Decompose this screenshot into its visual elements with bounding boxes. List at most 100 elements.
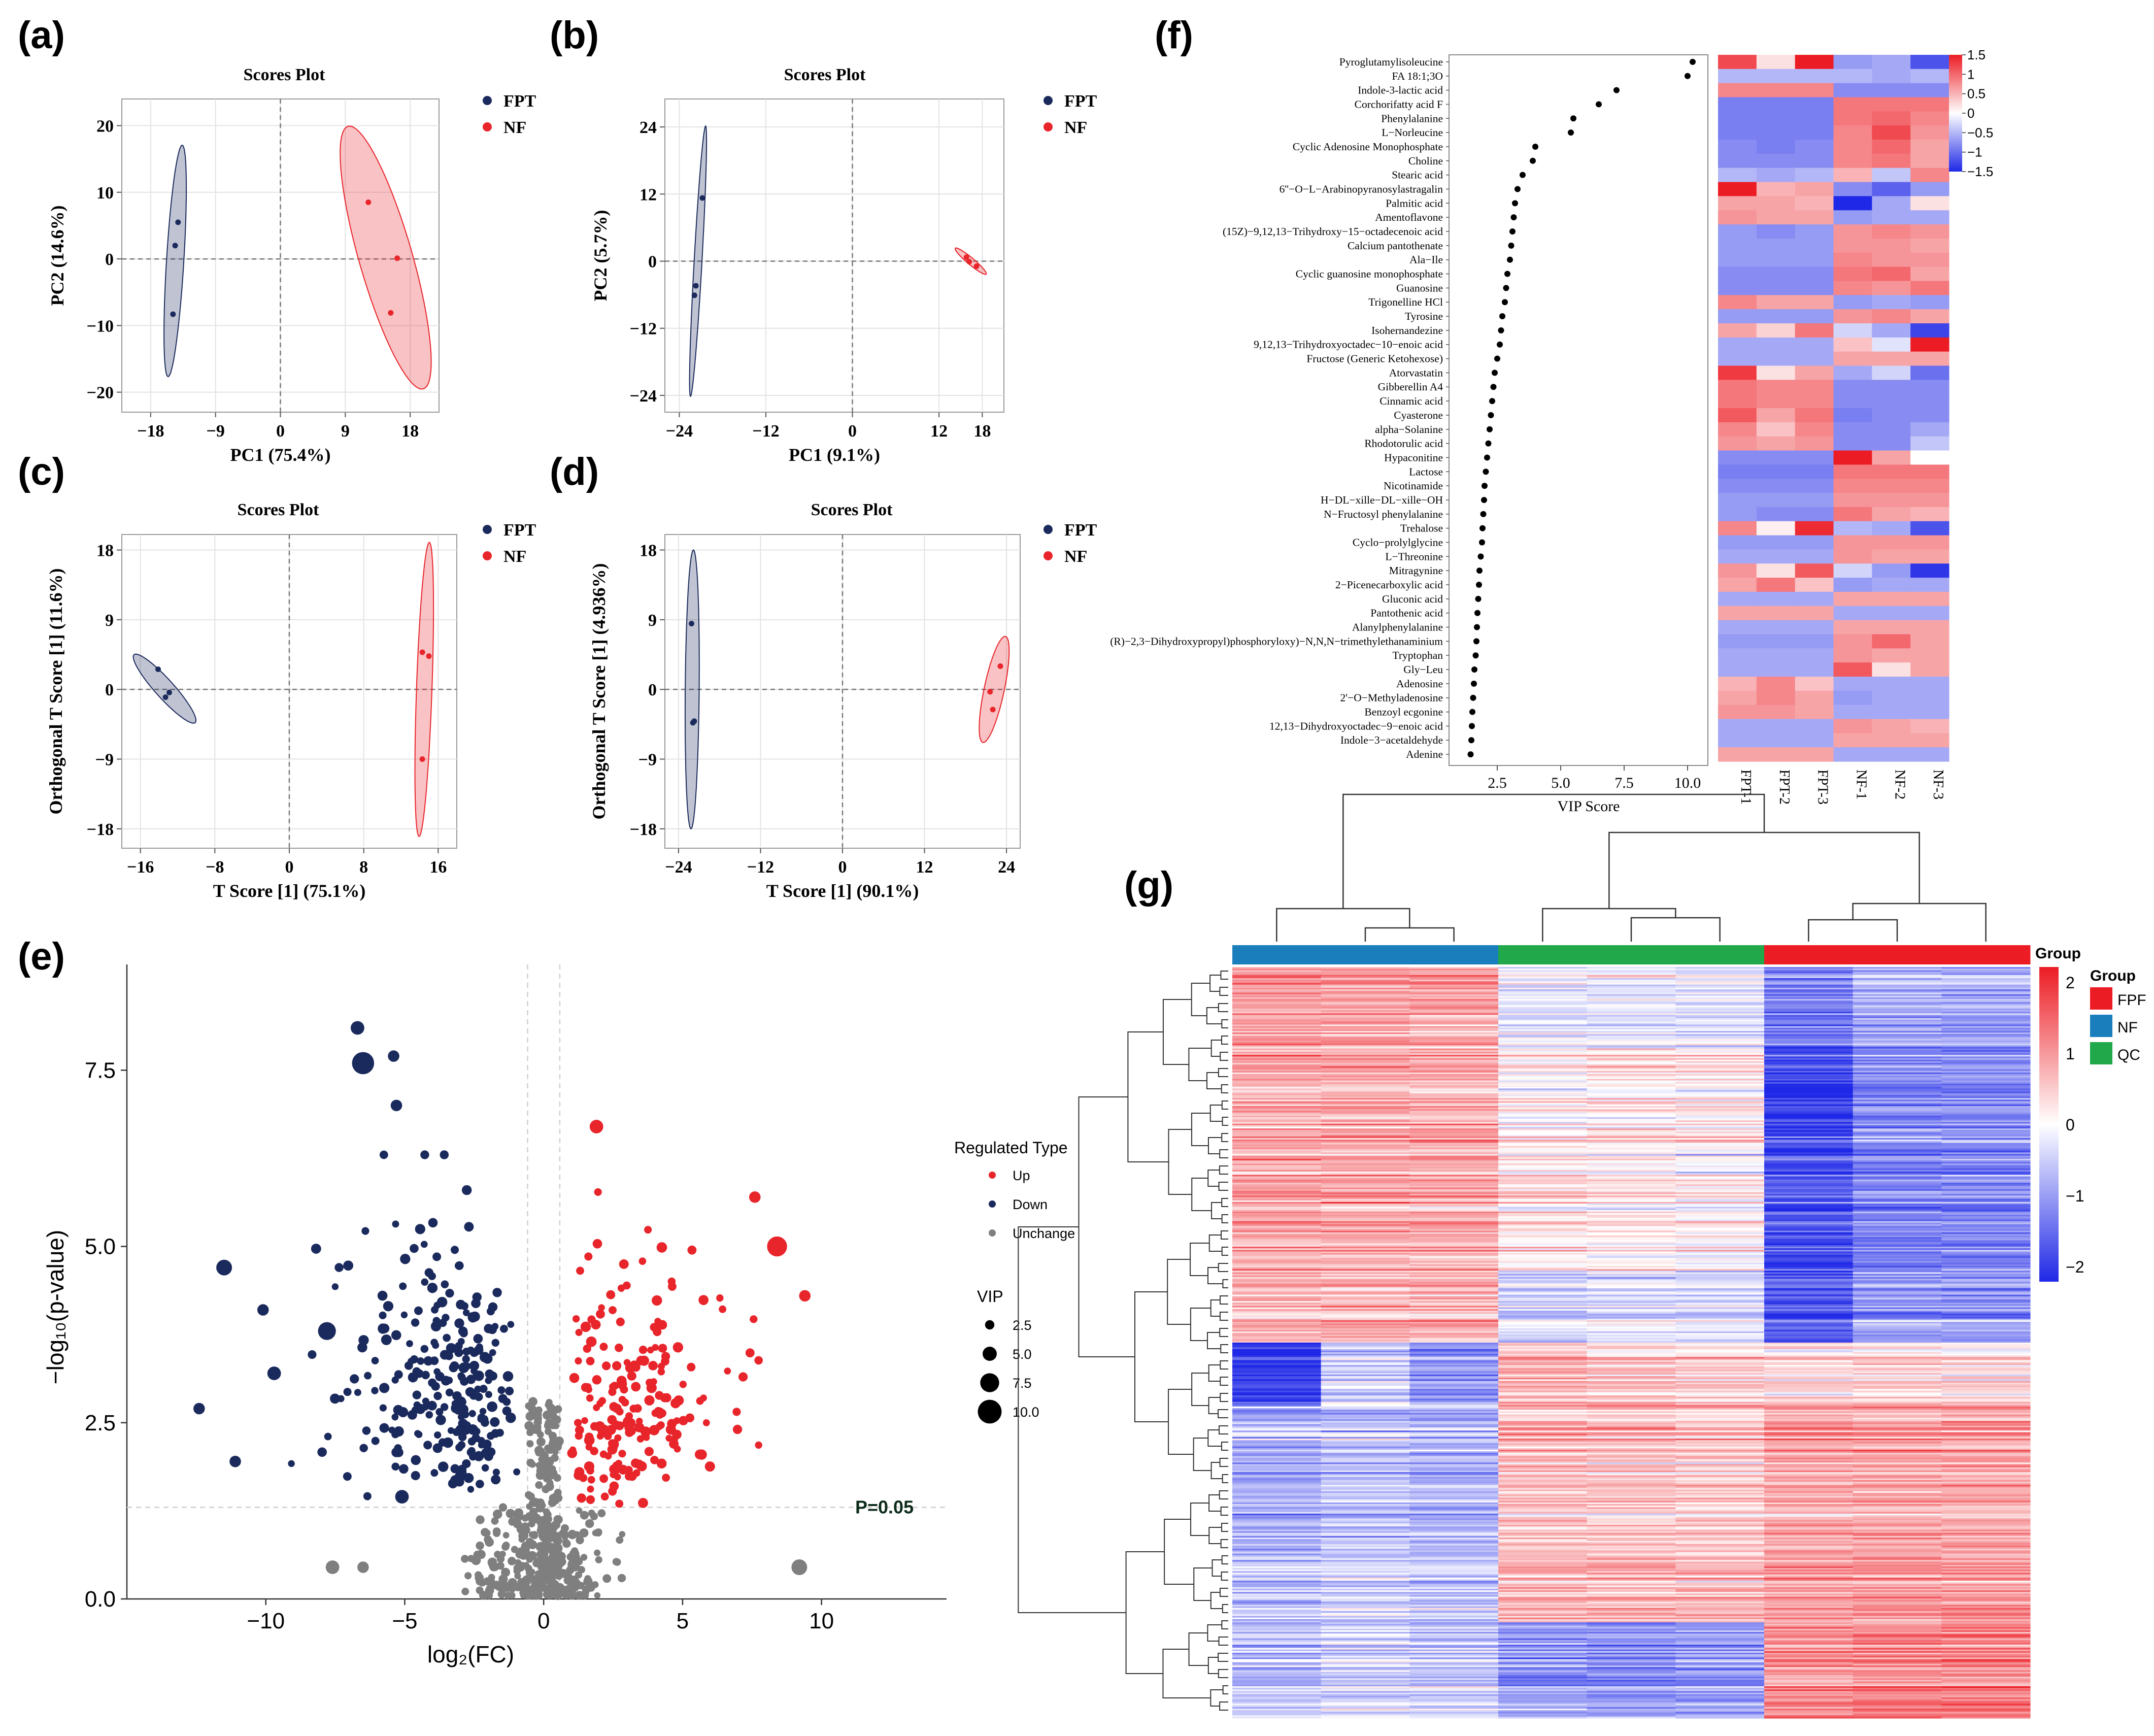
heatmap-cell bbox=[1232, 1366, 1322, 1368]
heatmap-cell bbox=[1587, 1297, 1676, 1300]
heatmap-cell bbox=[1321, 1207, 1410, 1209]
heatmap-cell bbox=[1321, 1163, 1410, 1166]
heatmap-cell bbox=[1409, 1000, 1499, 1003]
heatmap-cell bbox=[1675, 1285, 1765, 1287]
heatmap-cell bbox=[1587, 1382, 1676, 1385]
heatmap-cell bbox=[1764, 1088, 1854, 1091]
heatmap-cell bbox=[1321, 1215, 1410, 1217]
heatmap-cell bbox=[1587, 1224, 1676, 1226]
heatmap-cell bbox=[1941, 1200, 2031, 1203]
heatmap-cell bbox=[1498, 1509, 1588, 1511]
heatmap-cell bbox=[1321, 1507, 1410, 1510]
heatmap-cell bbox=[1409, 984, 1499, 987]
heatmap-cell bbox=[1941, 1354, 2031, 1356]
heatmap-cell bbox=[1833, 507, 1872, 522]
heatmap-cell bbox=[1764, 1155, 1854, 1158]
y-tick-label: −18 bbox=[630, 820, 657, 839]
heatmap-cell bbox=[1321, 975, 1410, 977]
heatmap-cell bbox=[1232, 1422, 1322, 1425]
heatmap-cell bbox=[1675, 1561, 1765, 1564]
heatmap-cell bbox=[1853, 967, 1942, 969]
heatmap-cell bbox=[1764, 1416, 1854, 1418]
heatmap-cell bbox=[1409, 1010, 1499, 1012]
fpt-sample-point bbox=[175, 219, 181, 225]
heatmap-cell bbox=[1232, 1457, 1322, 1460]
unchange-point bbox=[613, 1558, 621, 1566]
heatmap-cell bbox=[1853, 1542, 1942, 1545]
heatmap-cell bbox=[1872, 394, 1911, 409]
heatmap-cell bbox=[1853, 1088, 1942, 1091]
heatmap-cell bbox=[1498, 1183, 1588, 1185]
heatmap-cell bbox=[1853, 1553, 1942, 1556]
heatmap-cell bbox=[1587, 1454, 1676, 1457]
heatmap-cell bbox=[1941, 1026, 2031, 1028]
heatmap-cell bbox=[1232, 1056, 1322, 1059]
heatmap-cell bbox=[1833, 69, 1872, 84]
heatmap-cell bbox=[1910, 493, 1949, 508]
heatmap-cell bbox=[1409, 1320, 1499, 1322]
heatmap-cell bbox=[1853, 1416, 1942, 1418]
heatmap-cell bbox=[1409, 1401, 1499, 1404]
heatmap-cell bbox=[1498, 1419, 1588, 1421]
heatmap-cell bbox=[1232, 1517, 1322, 1519]
heatmap-cell bbox=[1853, 1155, 1942, 1158]
heatmap-cell bbox=[1675, 1418, 1765, 1420]
heatmap-cell bbox=[1498, 1454, 1588, 1457]
unchange-point bbox=[597, 1509, 606, 1518]
heatmap-cell bbox=[1232, 1248, 1322, 1250]
heatmap-cell bbox=[1941, 1032, 2031, 1034]
heatmap-cell bbox=[1764, 1297, 1854, 1300]
heatmap-cell bbox=[1232, 1478, 1322, 1481]
heatmap-cell bbox=[1941, 1553, 2031, 1556]
up-point bbox=[599, 1343, 608, 1351]
unchange-point bbox=[544, 1421, 553, 1430]
heatmap-cell bbox=[1321, 1421, 1410, 1423]
heatmap-cell bbox=[1321, 1213, 1410, 1215]
heatmap-cell bbox=[1587, 1413, 1676, 1415]
up-point bbox=[638, 1497, 648, 1508]
heatmap-cell bbox=[1409, 1098, 1499, 1100]
unchange-point bbox=[498, 1503, 508, 1512]
heatmap-cell bbox=[1232, 1475, 1322, 1478]
heatmap-cell bbox=[1872, 295, 1911, 310]
heatmap-cell bbox=[1321, 1272, 1410, 1275]
heatmap-cell bbox=[1232, 1109, 1322, 1112]
heatmap-cell bbox=[1232, 1314, 1322, 1316]
heatmap-cell bbox=[1587, 1151, 1676, 1153]
up-point bbox=[586, 1356, 595, 1365]
heatmap-cell bbox=[1675, 1221, 1765, 1223]
heatmap-cell bbox=[1910, 719, 1949, 733]
heatmap-cell bbox=[1910, 111, 1949, 126]
heatmap-cell bbox=[1941, 1303, 2031, 1305]
heatmap-cell bbox=[1498, 1488, 1588, 1490]
heatmap-cell bbox=[1498, 1172, 1588, 1174]
heatmap-cell bbox=[1587, 1106, 1676, 1108]
down-point bbox=[469, 1360, 480, 1371]
heatmap-cell bbox=[1232, 1432, 1322, 1434]
unchange-point bbox=[562, 1538, 569, 1545]
heatmap-cell bbox=[1321, 1160, 1410, 1162]
unchange-point bbox=[554, 1585, 563, 1595]
heatmap-cell bbox=[1587, 1093, 1676, 1095]
heatmap-cell bbox=[1232, 1045, 1322, 1048]
vip-x-tick-label: 2.5 bbox=[1488, 775, 1507, 791]
heatmap-cell bbox=[1498, 1219, 1588, 1222]
up-point bbox=[580, 1321, 591, 1332]
unchange-point bbox=[581, 1591, 589, 1599]
heatmap-cell bbox=[1764, 1328, 1854, 1330]
heatmap-cell bbox=[1764, 1411, 1854, 1414]
heatmap-cell bbox=[1321, 1208, 1410, 1211]
heatmap-cell bbox=[1764, 1500, 1854, 1503]
heatmap-cell bbox=[1321, 1221, 1410, 1223]
heatmap-cell bbox=[1409, 1424, 1499, 1426]
heatmap-cell bbox=[1675, 1018, 1765, 1020]
heatmap-cell bbox=[1675, 1296, 1765, 1298]
vip-x-tick-label: 5.0 bbox=[1551, 775, 1570, 791]
heatmap-cell bbox=[1764, 1481, 1854, 1484]
heatmap-cell bbox=[1409, 1239, 1499, 1241]
heatmap-cell bbox=[1232, 1186, 1322, 1188]
heatmap-cell bbox=[1941, 1314, 2031, 1316]
heatmap-cell bbox=[1853, 1204, 1942, 1206]
heatmap-cell bbox=[1675, 1446, 1765, 1449]
heatmap-cell bbox=[1587, 970, 1676, 973]
